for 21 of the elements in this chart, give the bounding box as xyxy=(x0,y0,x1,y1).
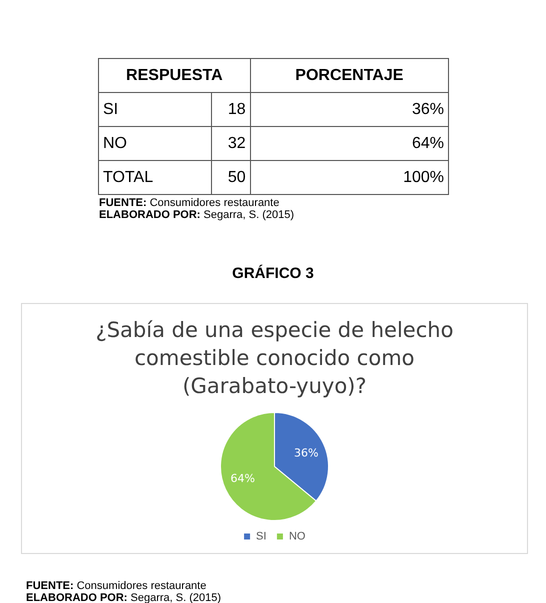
text: ELABORADO POR: Segarra, S. (2015) xyxy=(26,592,222,603)
text: GRÁFICO 3 xyxy=(231,265,315,282)
chart-title: ¿Sabía de una especie de helecho comestible conocido como (Garabato-yuyo)? xyxy=(94,317,454,400)
data-label: 36% xyxy=(294,446,318,460)
source-note: FUENTE: Consumidores restaurante xyxy=(99,197,280,209)
text: 18 xyxy=(211,92,250,126)
text: NO xyxy=(98,126,212,160)
text: 50 xyxy=(211,160,250,194)
text: 32 xyxy=(211,126,250,160)
text: TOTAL xyxy=(98,160,212,194)
legend-label: SI xyxy=(256,530,266,543)
text: 100% xyxy=(250,160,448,194)
text: RESPUESTA xyxy=(98,58,250,92)
source-note: FUENTE: Consumidores restaurante xyxy=(26,580,206,592)
text: SI xyxy=(98,92,212,126)
legend-label: NO xyxy=(288,530,306,543)
text: PORCENTAJE xyxy=(250,58,448,92)
text: ELABORADO POR: Segarra, S. (2015) xyxy=(99,209,294,221)
data-label: 64% xyxy=(230,472,255,486)
text: 36% xyxy=(250,92,448,126)
text: 64% xyxy=(250,126,448,160)
